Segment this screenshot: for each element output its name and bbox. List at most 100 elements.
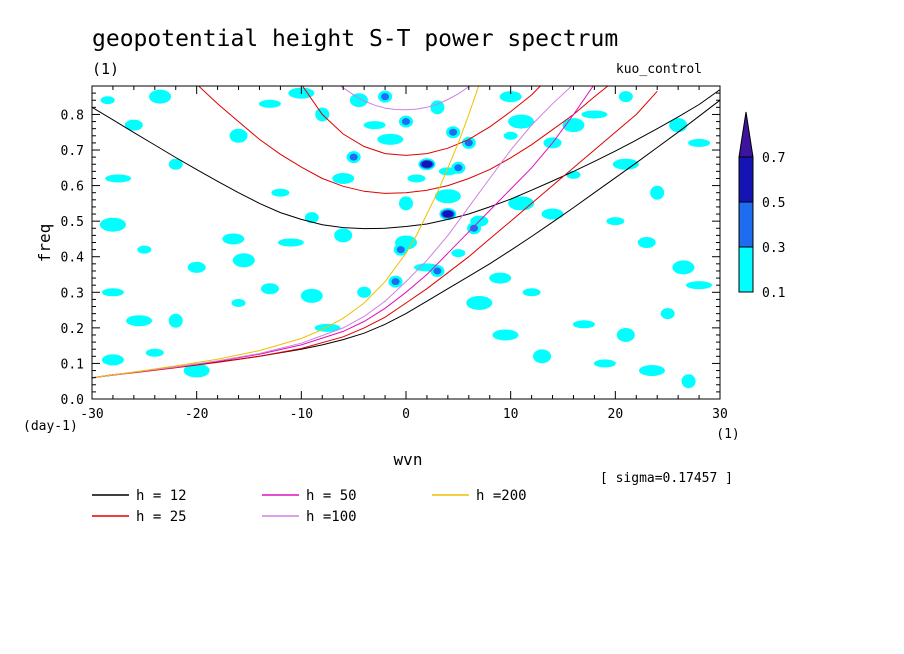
curve-h25 <box>301 86 542 156</box>
curve-h12 <box>92 89 720 230</box>
legend: h = 12 h = 25 h = 50 h =100 h =200 <box>92 488 527 525</box>
power-patch <box>660 308 675 320</box>
power-patch <box>421 160 433 168</box>
y-tick-label: 0.2 <box>61 322 84 337</box>
power-patch <box>442 210 454 218</box>
power-patch <box>464 139 473 147</box>
power-patch <box>349 93 368 108</box>
legend-label: h = 50 <box>306 488 357 504</box>
power-patch <box>377 133 404 145</box>
chart-title: geopotential height S-T power spectrum <box>92 26 618 52</box>
colorbar-label: 0.1 <box>762 286 785 301</box>
power-patch <box>618 91 633 103</box>
power-patch <box>334 228 353 243</box>
y-tick-label: 0.0 <box>61 393 84 408</box>
legend-label: h =100 <box>306 509 357 525</box>
power-patch <box>396 246 405 254</box>
power-patch <box>258 99 281 108</box>
power-patch <box>638 365 665 377</box>
y-tick-label: 0.3 <box>61 286 84 301</box>
power-patch <box>522 288 541 297</box>
y-tick-label: 0.1 <box>61 357 84 372</box>
x-tick-label: -20 <box>185 407 208 422</box>
power-patch <box>686 281 713 290</box>
power-patch <box>391 278 400 286</box>
power-patch <box>470 224 479 232</box>
power-patch <box>433 267 442 275</box>
power-patch <box>357 286 372 298</box>
power-patch <box>399 196 413 211</box>
power-patch <box>499 91 522 103</box>
power-patch <box>451 249 466 258</box>
x-tick-label: 0 <box>402 407 410 422</box>
y-tick-label: 0.6 <box>61 180 84 195</box>
colorbar-segment <box>738 246 754 293</box>
power-patch <box>232 253 255 268</box>
y-tick-label: 0.8 <box>61 108 84 123</box>
power-patch <box>105 174 132 183</box>
power-patch <box>137 245 152 254</box>
x-axis-label: wvn <box>394 450 423 469</box>
x-tick-label: -10 <box>290 407 313 422</box>
power-patch <box>449 128 458 136</box>
power-patch <box>616 327 635 342</box>
power-patch <box>332 172 355 184</box>
power-patch <box>434 189 461 204</box>
colorbar-extend-arrow <box>738 111 754 158</box>
x-tick-label: 30 <box>712 407 728 422</box>
power-patch <box>229 128 248 143</box>
dispersion-curves <box>92 86 720 379</box>
y-tick-label: 0.4 <box>61 251 85 266</box>
power-patch <box>304 212 319 224</box>
legend-label: h = 25 <box>136 509 187 525</box>
curve-h200 <box>92 86 480 379</box>
power-patch <box>612 158 639 170</box>
power-patch <box>349 153 358 161</box>
axis-ticks: -30 -20 -10 0 10 20 30 0.0 0.1 0.2 0.3 0.4 0.5 0.6 0.7… <box>61 86 728 422</box>
power-patch <box>183 363 210 378</box>
x-tick-label: 20 <box>608 407 624 422</box>
y-axis-label: freq <box>35 224 54 263</box>
colorbar-segment <box>738 156 754 203</box>
y-tick-label: 0.7 <box>61 144 84 159</box>
power-patch <box>187 261 206 273</box>
colorbar-label: 0.3 <box>762 241 785 256</box>
power-patch <box>402 118 410 126</box>
power-patch <box>126 315 153 327</box>
chart-units-label: (1) <box>92 60 119 78</box>
colorbar-label: 0.7 <box>762 151 785 166</box>
power-patch <box>231 298 246 307</box>
power-patch <box>650 185 665 200</box>
power-patch <box>277 238 304 247</box>
power-patch <box>489 272 512 284</box>
power-patch <box>260 283 279 295</box>
power-patch <box>168 313 183 328</box>
power-patch <box>593 359 616 368</box>
power-patch <box>533 349 552 364</box>
y-tick-label: 0.5 <box>61 215 84 230</box>
power-patch <box>101 354 124 366</box>
legend-label: h = 12 <box>136 488 187 504</box>
power-patch <box>363 121 386 130</box>
power-patch <box>581 110 608 119</box>
power-patch <box>572 320 595 329</box>
power-patch <box>541 208 564 220</box>
power-patch <box>149 89 172 104</box>
x-tick-label: 10 <box>503 407 519 422</box>
curve-h100 <box>92 86 573 379</box>
curve-h25 <box>197 86 609 194</box>
y-unit-label: (day-1) <box>23 419 78 434</box>
power-patch <box>124 119 143 131</box>
power-patch <box>100 96 115 105</box>
power-patch <box>606 217 625 226</box>
power-patch <box>681 374 696 389</box>
power-patch <box>168 158 183 170</box>
curve-h25 <box>92 90 658 379</box>
legend-label: h =200 <box>476 488 527 504</box>
spectral-power-patches <box>99 87 713 389</box>
colorbar-segment <box>738 201 754 248</box>
power-patch <box>381 93 390 101</box>
power-patch <box>454 164 463 172</box>
power-patch <box>688 138 711 147</box>
